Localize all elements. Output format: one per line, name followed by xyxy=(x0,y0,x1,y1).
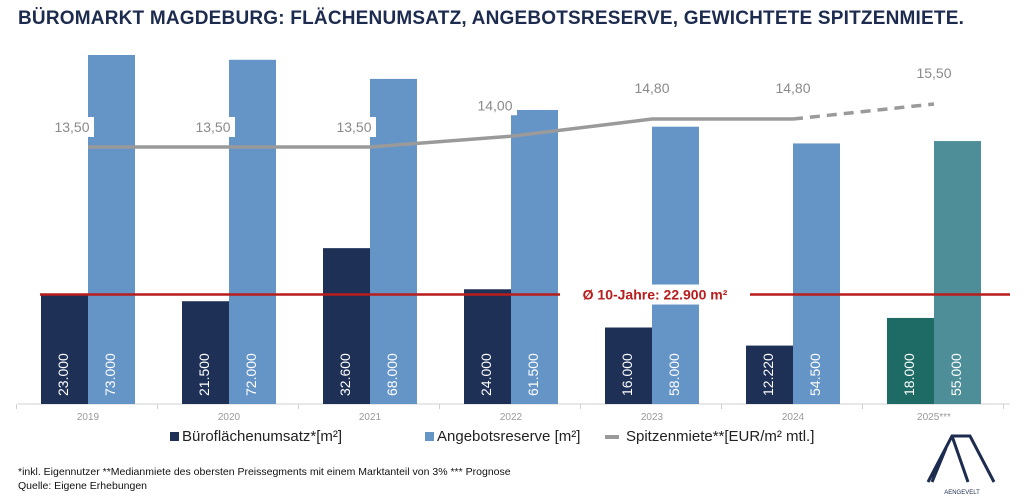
bar-angebot xyxy=(793,143,840,405)
bar-value-label: 68.000 xyxy=(384,353,400,396)
rent-label-bg xyxy=(191,117,235,137)
bar-angebot xyxy=(88,55,135,404)
x-tick-label: 2025*** xyxy=(917,412,951,423)
bar-umsatz xyxy=(182,301,229,404)
rent-value-label: 13,50 xyxy=(54,119,89,135)
bar-umsatz xyxy=(605,327,652,404)
bar-angebot xyxy=(934,141,981,404)
bar-angebot xyxy=(511,109,558,404)
legend-item-miete: Spitzenmiete**[EUR/m² mtl.] xyxy=(605,428,814,445)
rent-label-bg xyxy=(473,95,517,116)
bar-value-label: 54.500 xyxy=(807,353,823,396)
bar-umsatz xyxy=(323,248,370,404)
x-tick-label: 2024 xyxy=(782,412,805,423)
legend-item-angebot: Angebotsreserve [m²] xyxy=(425,428,580,445)
rent-label-bg xyxy=(50,117,94,137)
bar-value-label: 16.000 xyxy=(619,353,635,396)
rent-line-forecast xyxy=(792,102,935,121)
bar-angebot xyxy=(370,78,417,404)
bar-value-label: 21.500 xyxy=(196,353,212,396)
bar-value-label: 32.600 xyxy=(337,353,353,396)
x-tick-label: 2022 xyxy=(500,412,523,423)
rent-value-label: 15,50 xyxy=(916,65,951,81)
bar-angebot xyxy=(652,126,699,404)
bar-line-chart: 2019 2020 2021 2022 2023 2024 2025*** 23.000 21.… xyxy=(16,55,1010,423)
legend-item-umsatz: Büroflächenumsatz*[m²] xyxy=(170,428,342,445)
rent-label-bg xyxy=(332,117,376,137)
bar-umsatz xyxy=(887,317,934,404)
x-tick-label: 2021 xyxy=(359,412,382,423)
rent-value-label: 14,80 xyxy=(775,80,810,96)
rent-value-label: 13,50 xyxy=(195,119,230,135)
aengevelt-logo: AENGEVELT xyxy=(926,434,996,496)
legend-label: Angebotsreserve [m²] xyxy=(437,428,581,445)
svg-text:AENGEVELT: AENGEVELT xyxy=(944,490,980,496)
legend-swatch xyxy=(425,432,434,441)
rent-value-label: 14,00 xyxy=(477,97,512,113)
bar-value-label: 12.220 xyxy=(760,353,776,396)
legend-label: Spitzenmiete**[EUR/m² mtl.] xyxy=(626,428,815,445)
rent-value-label: 14,80 xyxy=(634,80,669,96)
legend-line xyxy=(605,434,619,439)
bar-value-label: 23.000 xyxy=(55,353,71,396)
chart-title: BÜROMARKT MAGDEBURG: FLÄCHENUMSATZ, ANGE… xyxy=(18,8,965,29)
bar-angebot xyxy=(229,59,276,404)
bar-value-label: 61.500 xyxy=(525,353,541,396)
average-label-bg xyxy=(560,284,750,305)
bar-value-label: 24.000 xyxy=(478,353,494,396)
x-tick-label: 2023 xyxy=(641,412,664,423)
x-tick-label: 2020 xyxy=(218,412,241,423)
bar-value-label: 18.000 xyxy=(901,353,917,396)
bar-value-label: 73.000 xyxy=(102,353,118,396)
rent-value-label: 13,50 xyxy=(336,119,371,135)
bar-value-label: 58.000 xyxy=(666,353,682,396)
average-label: Ø 10-Jahre: 22.900 m² xyxy=(583,287,728,303)
bar-umsatz xyxy=(464,289,511,404)
bar-umsatz xyxy=(41,294,88,404)
footnote: *inkl. Eigennutzer **Medianmiete des obe… xyxy=(18,466,511,478)
bar-value-label: 72.000 xyxy=(243,353,259,396)
legend-label: Büroflächenumsatz*[m²] xyxy=(182,428,343,445)
source: Quelle: Eigene Erhebungen xyxy=(18,480,148,492)
legend-swatch xyxy=(170,432,179,441)
rent-line xyxy=(88,117,793,149)
x-tick-label: 2019 xyxy=(77,412,100,423)
bar-value-label: 55.000 xyxy=(948,353,964,396)
bar-umsatz xyxy=(746,345,793,404)
